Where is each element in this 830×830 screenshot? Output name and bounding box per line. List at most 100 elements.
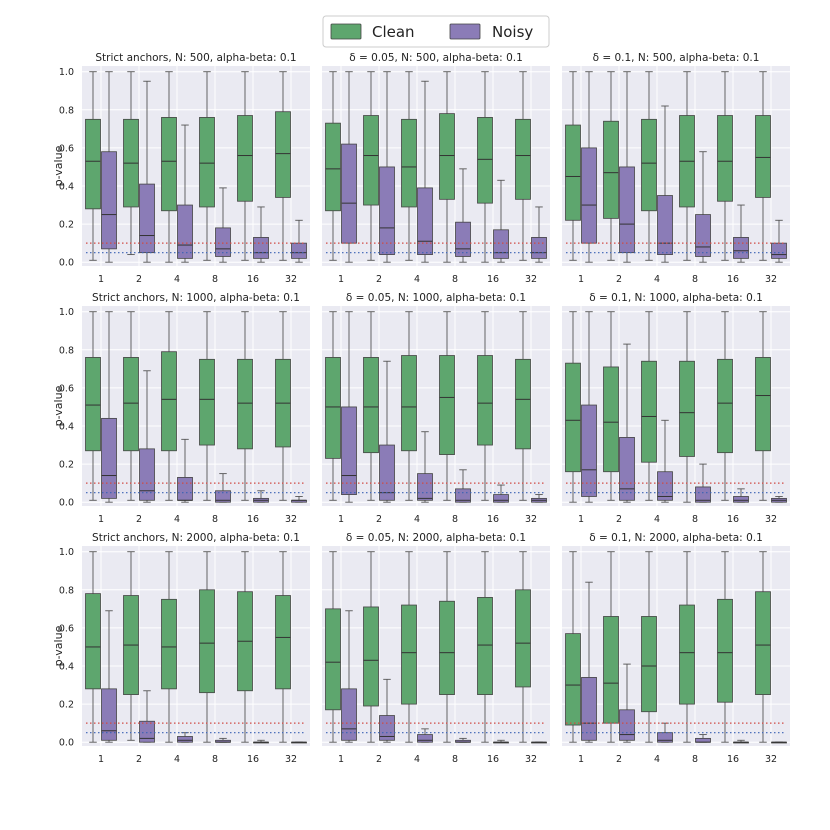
box-iqr bbox=[237, 115, 253, 202]
x-tick-label: 2 bbox=[376, 274, 382, 285]
box-clean-1 bbox=[565, 71, 581, 261]
y-tick-label: 1.0 bbox=[59, 67, 74, 78]
y-tick-label: 0.6 bbox=[59, 143, 74, 154]
x-tick-label: 1 bbox=[338, 514, 344, 525]
box-iqr bbox=[717, 115, 733, 202]
box-iqr bbox=[695, 737, 711, 743]
box-clean-2 bbox=[603, 71, 619, 261]
box-clean-16 bbox=[237, 551, 253, 743]
box-iqr bbox=[363, 606, 379, 707]
box-clean-8 bbox=[679, 551, 695, 743]
box-noisy-1 bbox=[341, 311, 357, 503]
box-noisy-4 bbox=[177, 438, 193, 503]
box-noisy-2 bbox=[619, 343, 635, 503]
x-tick-label: 4 bbox=[414, 274, 420, 285]
box-iqr bbox=[363, 357, 379, 454]
box-iqr bbox=[439, 355, 455, 455]
box-noisy-16 bbox=[493, 179, 509, 263]
box-iqr bbox=[515, 118, 531, 200]
box-clean-2 bbox=[123, 71, 139, 256]
x-tick-label: 1 bbox=[578, 754, 584, 765]
box-clean-32 bbox=[755, 311, 771, 501]
box-clean-16 bbox=[477, 311, 493, 501]
box-noisy-8 bbox=[695, 463, 711, 503]
x-tick-label: 2 bbox=[616, 274, 622, 285]
x-tick-label: 32 bbox=[765, 514, 777, 525]
y-tick-label: 0.8 bbox=[59, 105, 74, 116]
box-iqr bbox=[275, 111, 291, 198]
x-tick-label: 1 bbox=[578, 274, 584, 285]
panel-5: 1 2 4 8 16 32 δ = 0.05, N: 1000, alpha-beta: 0… bbox=[322, 292, 550, 525]
panel-4: 0.0 0.2 0.4 0.6 0.8 1.0 1 2 4 8 16 32 Strict anchors… bbox=[52, 292, 310, 525]
box-iqr bbox=[401, 355, 417, 452]
x-tick-label: 16 bbox=[487, 754, 499, 765]
box-iqr bbox=[325, 608, 341, 711]
box-iqr bbox=[581, 147, 597, 244]
x-tick-label: 8 bbox=[452, 274, 458, 285]
box-noisy-1 bbox=[581, 311, 597, 503]
x-tick-label: 2 bbox=[616, 514, 622, 525]
y-tick-label: 0.4 bbox=[59, 182, 74, 193]
box-iqr bbox=[493, 229, 509, 259]
y-tick-label: 0.6 bbox=[59, 383, 74, 394]
x-tick-label: 8 bbox=[452, 514, 458, 525]
box-clean-16 bbox=[237, 311, 253, 501]
box-clean-2 bbox=[603, 311, 619, 501]
box-clean-16 bbox=[717, 311, 733, 501]
x-tick-label: 4 bbox=[414, 754, 420, 765]
box-clean-32 bbox=[755, 551, 771, 743]
x-tick-label: 1 bbox=[338, 274, 344, 285]
box-iqr bbox=[531, 237, 547, 259]
box-iqr bbox=[291, 242, 307, 259]
box-iqr bbox=[603, 616, 619, 724]
x-tick-label: 8 bbox=[212, 754, 218, 765]
panel-1: 0.0 0.2 0.4 0.6 0.8 1.0 1 2 4 8 16 32 Strict anchors… bbox=[52, 52, 310, 285]
box-noisy-32 bbox=[291, 219, 307, 263]
box-noisy-8 bbox=[215, 737, 231, 743]
box-clean-2 bbox=[363, 551, 379, 743]
x-tick-label: 16 bbox=[727, 274, 739, 285]
box-iqr bbox=[755, 115, 771, 198]
box-noisy-4 bbox=[417, 80, 433, 263]
y-axis-label: p-value bbox=[52, 625, 65, 666]
box-noisy-2 bbox=[379, 678, 395, 743]
box-iqr bbox=[641, 616, 657, 713]
x-tick-label: 4 bbox=[174, 274, 180, 285]
box-noisy-16 bbox=[733, 204, 749, 263]
box-iqr bbox=[401, 118, 417, 208]
x-tick-label: 1 bbox=[98, 754, 104, 765]
x-tick-label: 32 bbox=[765, 754, 777, 765]
box-iqr bbox=[755, 357, 771, 452]
x-tick-label: 32 bbox=[285, 274, 297, 285]
box-clean-32 bbox=[515, 71, 531, 261]
x-tick-label: 8 bbox=[212, 514, 218, 525]
box-noisy-8 bbox=[695, 151, 711, 263]
x-tick-label: 1 bbox=[98, 514, 104, 525]
box-clean-4 bbox=[401, 311, 417, 501]
box-iqr bbox=[341, 406, 357, 495]
box-iqr bbox=[363, 115, 379, 206]
panel-title: δ = 0.1, N: 2000, alpha-beta: 0.1 bbox=[589, 532, 763, 544]
panel-title: δ = 0.05, N: 2000, alpha-beta: 0.1 bbox=[346, 532, 526, 544]
box-noisy-8 bbox=[455, 168, 471, 263]
box-iqr bbox=[161, 351, 177, 452]
y-tick-label: 0.2 bbox=[59, 220, 74, 231]
box-iqr bbox=[477, 117, 493, 204]
legend-label-noisy: Noisy bbox=[492, 23, 533, 41]
box-iqr bbox=[139, 183, 155, 254]
x-tick-label: 4 bbox=[174, 754, 180, 765]
box-clean-4 bbox=[641, 71, 657, 261]
box-clean-8 bbox=[439, 311, 455, 501]
x-tick-label: 2 bbox=[376, 754, 382, 765]
panel-8: 1 2 4 8 16 32 δ = 0.05, N: 2000, alpha-beta: 0… bbox=[322, 532, 550, 765]
x-tick-label: 2 bbox=[376, 514, 382, 525]
box-noisy-1 bbox=[341, 610, 357, 743]
panel-title: δ = 0.1, N: 500, alpha-beta: 0.1 bbox=[593, 52, 760, 64]
box-iqr bbox=[679, 604, 695, 705]
box-iqr bbox=[493, 494, 509, 503]
panel-background bbox=[562, 306, 790, 506]
box-iqr bbox=[417, 187, 433, 255]
panel-background bbox=[562, 66, 790, 266]
y-tick-label: 0.4 bbox=[59, 422, 74, 433]
box-iqr bbox=[565, 633, 581, 726]
